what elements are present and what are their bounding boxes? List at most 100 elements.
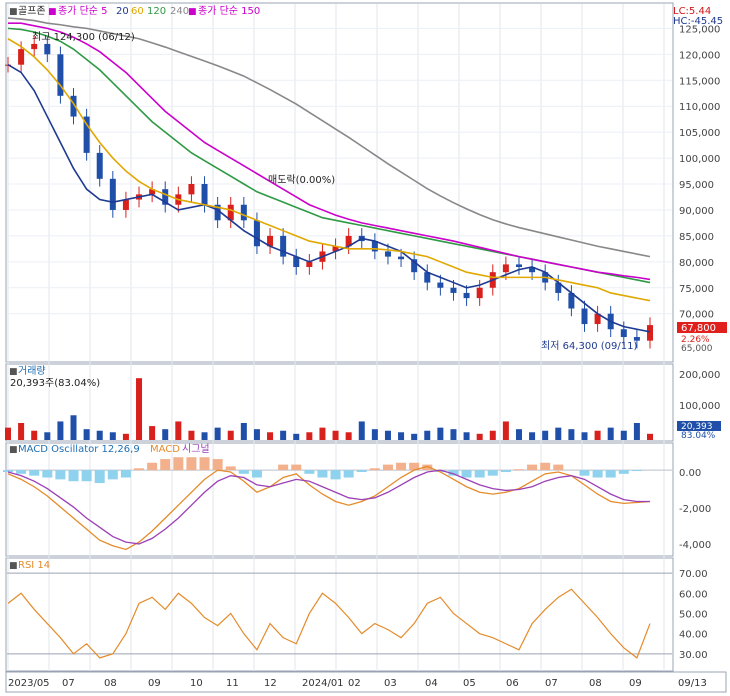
volume-bar [83, 429, 90, 440]
volume-tag-pct: 83.04% [681, 431, 716, 441]
volume-bar [5, 427, 11, 440]
price-candle-body [633, 337, 640, 341]
macd-oscillator-bar [618, 470, 629, 474]
macd-oscillator-bar [540, 462, 551, 471]
price-axis-label: 105,000 [679, 128, 720, 139]
macd-oscillator-bar [382, 464, 393, 471]
rsi-axis-label: 40.00 [679, 630, 708, 641]
price-candle-body [57, 54, 64, 96]
price-candle-body [555, 282, 562, 293]
x-axis-label: 10 [190, 678, 203, 689]
price-candle-body [306, 261, 313, 267]
macd-oscillator-bar [422, 464, 433, 471]
price-candle-body [620, 329, 627, 338]
price-candle-body [502, 264, 509, 273]
macd-oscillator-bar [134, 468, 145, 471]
macd-oscillator-bar [16, 470, 27, 474]
macd-oscillator-bar [435, 470, 446, 472]
macd-oscillator-bar [94, 470, 105, 484]
macd-oscillator-bar [631, 470, 642, 472]
price-candle-body [332, 246, 339, 252]
price-candle-body [96, 152, 103, 179]
macd-oscillator-bar [317, 470, 328, 478]
price-candle-body [594, 313, 601, 325]
macd-oscillator-bar [55, 470, 66, 480]
macd-oscillator-bar [396, 462, 407, 471]
macd-oscillator-bar [500, 470, 511, 472]
volume-bar [542, 430, 549, 440]
macd-axis-0: 0.00 [679, 468, 701, 479]
rsi-title: RSI 14 [18, 560, 50, 571]
price-candle-body [149, 189, 156, 195]
macd-oscillator-bar [487, 470, 498, 476]
macd-oscillator-bar [42, 470, 53, 478]
macd-oscillator-bar [343, 470, 354, 478]
macd-axis-4000: -4,000 [679, 540, 711, 551]
volume-bar [253, 429, 260, 440]
volume-bar [437, 427, 444, 440]
price-candle-body [253, 220, 260, 247]
macd-oscillator-bar [356, 470, 367, 472]
price-candle-body [437, 282, 444, 288]
price-axis-label: 120,000 [679, 50, 720, 61]
macd-label: MACD [150, 444, 180, 455]
x-axis-label: 12 [264, 678, 277, 689]
legend-square-2: ■ [48, 7, 57, 17]
x-axis-label: 09 [148, 678, 161, 689]
volume-bar [411, 433, 418, 440]
macd-oscillator-bar [160, 459, 171, 471]
macd-line [7, 465, 651, 551]
volume-bar [57, 421, 64, 440]
macd-oscillator-bar [592, 470, 603, 478]
rsi-axis-label: 30.00 [679, 650, 708, 661]
macd-oscillator-bar [107, 470, 118, 480]
volume-square: ■ [9, 367, 18, 377]
price-candle-body [214, 204, 221, 221]
price-candle-body [70, 95, 77, 117]
price-candle-body [280, 235, 287, 257]
legend-stock-name: 골프존 [18, 5, 46, 17]
volume-tag-value: 20,393 [681, 422, 713, 432]
rsi-panel-frame [5, 557, 674, 672]
x-axis-label: 09/13 [678, 678, 707, 689]
price-candle-body [227, 204, 234, 221]
volume-bar [70, 415, 77, 440]
x-axis-label: 2023/05 [8, 678, 50, 689]
volume-bar [267, 432, 274, 440]
macd-oscillator-bar [461, 470, 472, 478]
volume-bar [227, 430, 234, 440]
volume-bar [489, 430, 496, 440]
price-candle-body [398, 256, 405, 260]
price-axis-label: 90,000 [679, 206, 714, 217]
rsi-square: ■ [9, 561, 18, 571]
price-axis-label: 125,000 [679, 24, 720, 35]
x-axis-frame [5, 671, 727, 693]
x-axis-label: 05 [463, 678, 476, 689]
high-annotation: 최고 124,300 (06/12) [32, 31, 135, 43]
rsi-axis-label: 70.00 [679, 569, 708, 580]
price-candle-body [371, 241, 378, 252]
legend-square: ■ [9, 7, 18, 17]
price-axis-label: 80,000 [679, 258, 714, 269]
volume-bar [424, 430, 431, 440]
ma-line-240 [7, 17, 651, 258]
price-candle-body [424, 272, 431, 283]
legend-ma20: 20 [116, 6, 129, 17]
price-axis: 125,000 120,000 115,000 110,000 105,000 100,0… [679, 24, 720, 320]
legend-ma150: 종가 단순 150 [198, 5, 260, 17]
macd-oscillator-bar [199, 457, 210, 471]
price-candle-body [109, 178, 116, 210]
macd-oscillator-bar [291, 464, 302, 471]
legend-ma60: 60 [131, 6, 144, 17]
price-axis-label: 115,000 [679, 76, 720, 87]
macd-panel-frame [5, 442, 674, 557]
volume-bar [450, 429, 457, 440]
macd-oscillator-bar [409, 462, 420, 471]
volume-bar [240, 423, 247, 440]
x-axis-label: 09 [629, 678, 642, 689]
volume-bar [371, 429, 378, 440]
x-axis-labels: 2023/05 07 08 09 10 11 12 2024/01 02 03 04 05 06 07 08… [8, 678, 707, 689]
macd-oscillator-bar [527, 464, 538, 471]
volume-bar [647, 433, 653, 440]
volume-bar [319, 427, 326, 440]
